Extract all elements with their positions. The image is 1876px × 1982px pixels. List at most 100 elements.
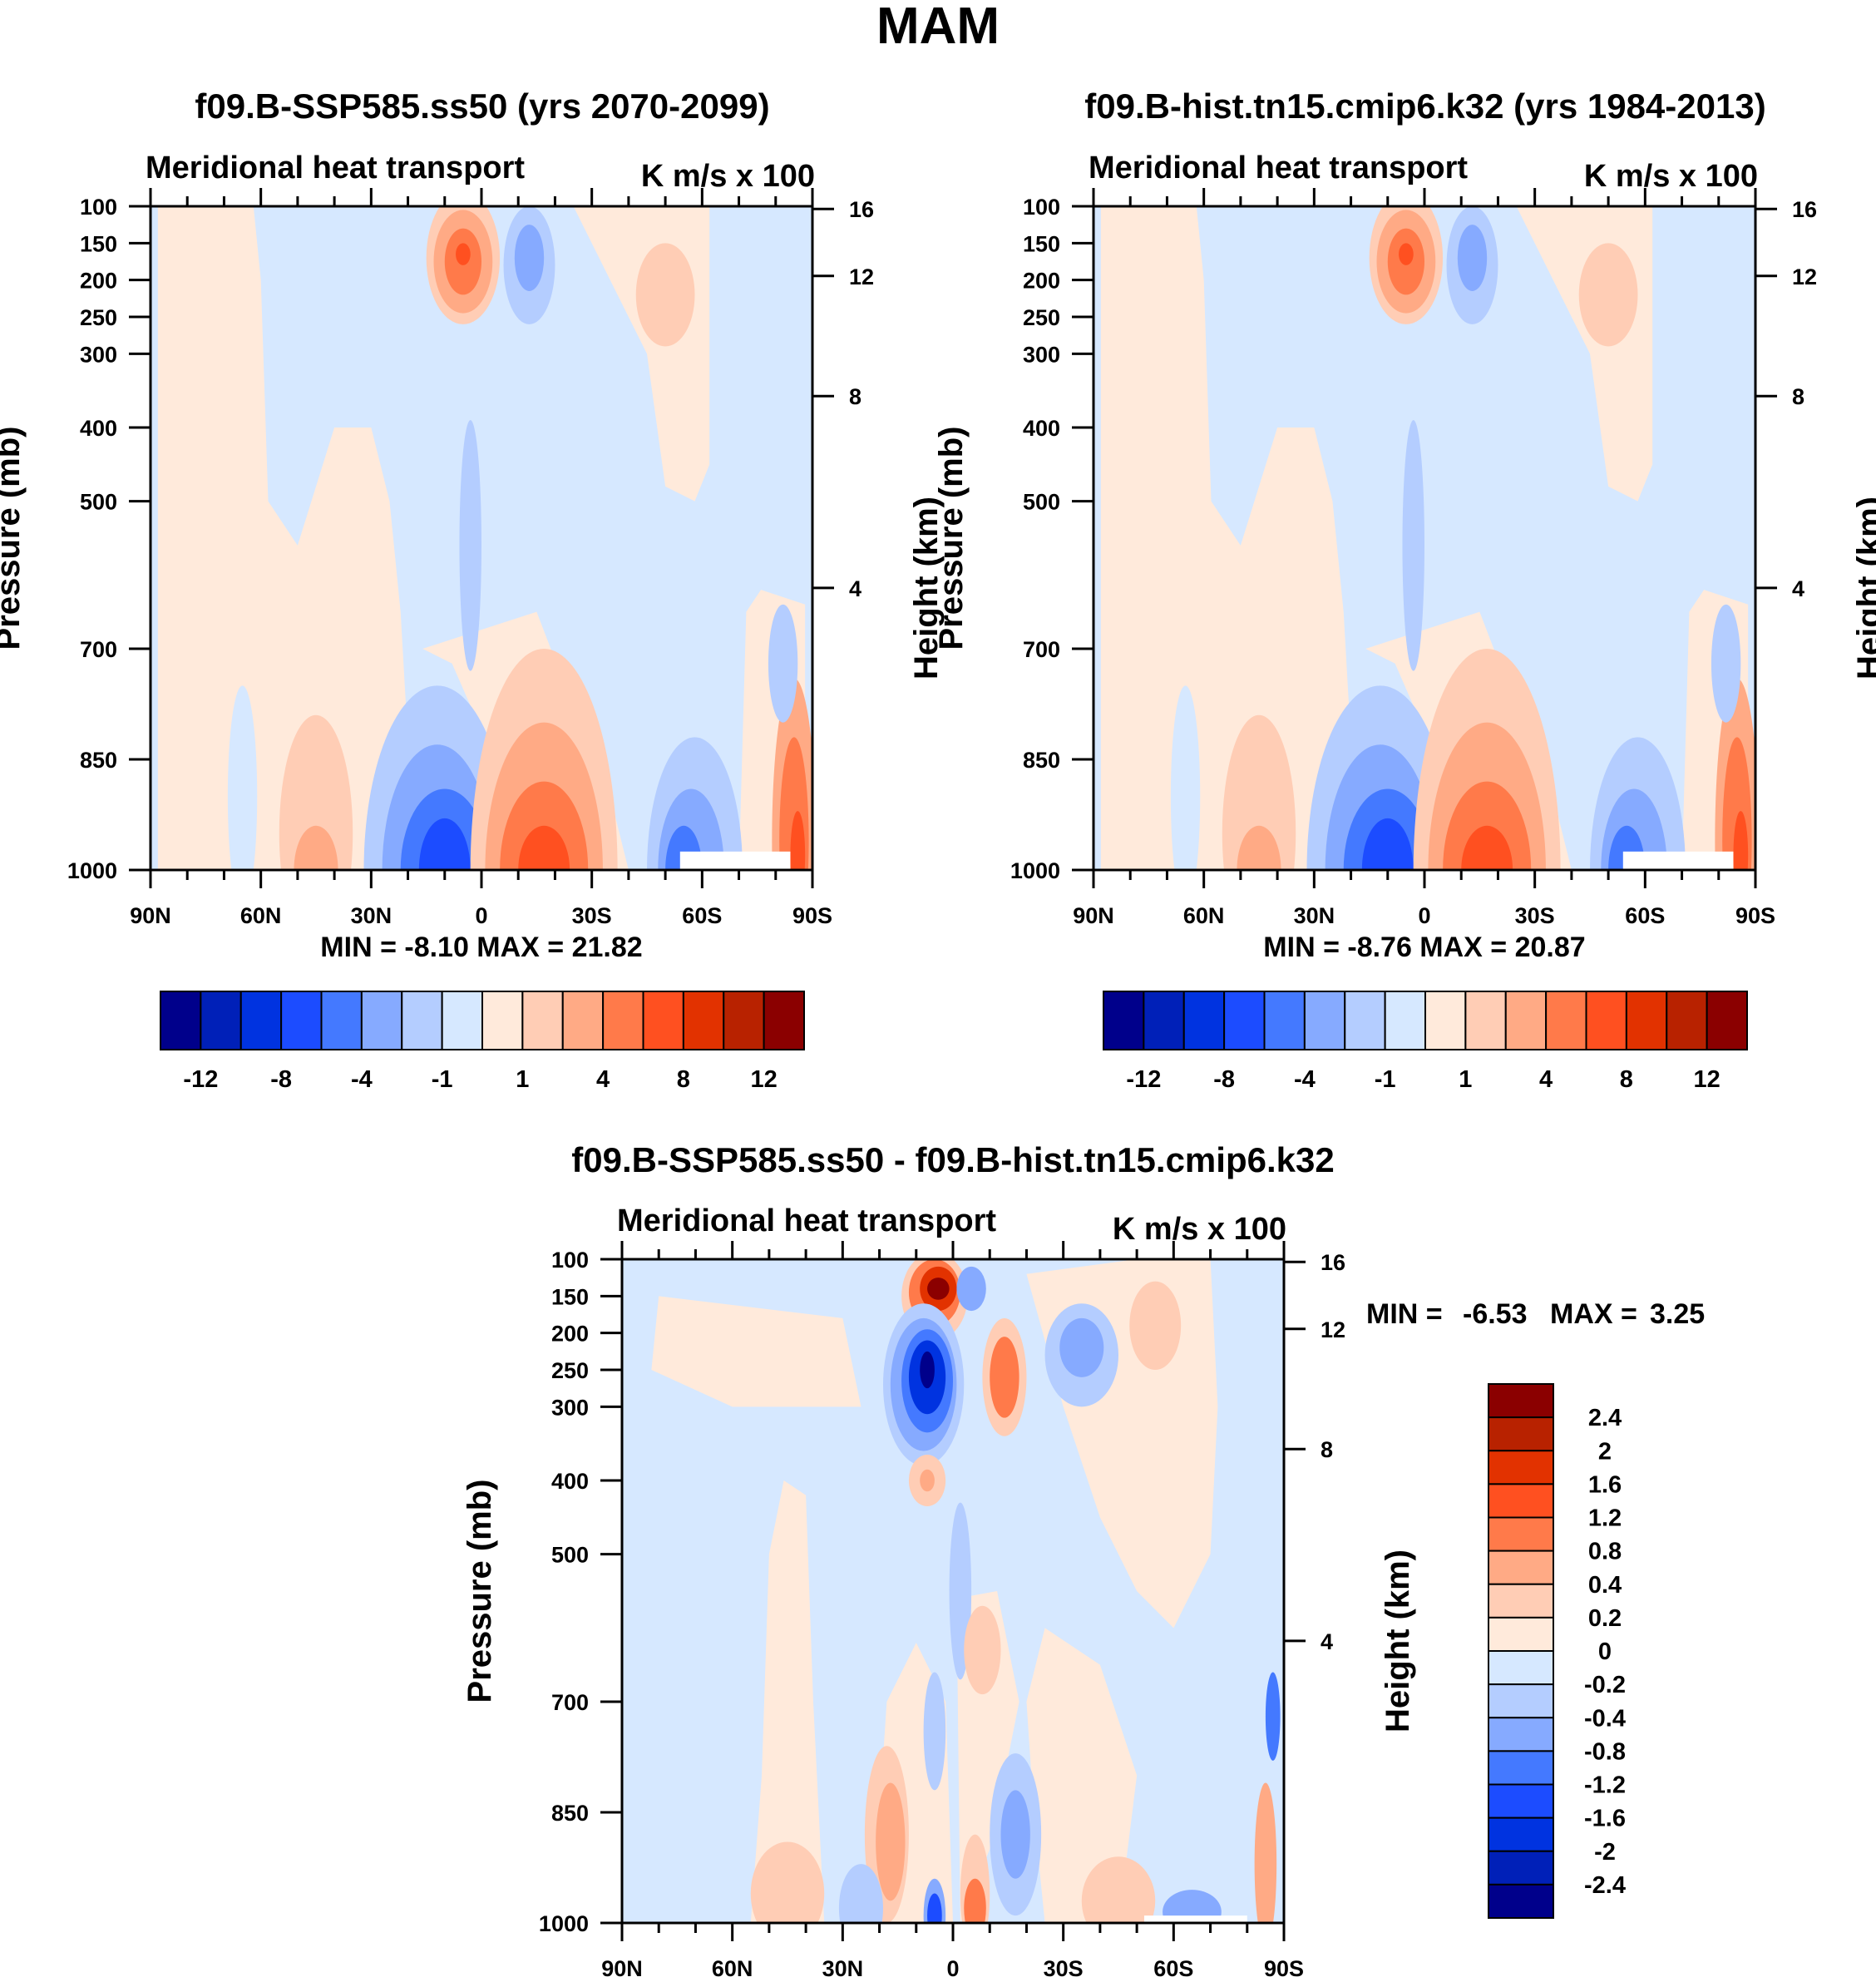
y-axis-label: Pressure (mb) bbox=[462, 1480, 498, 1703]
contour-level bbox=[750, 1841, 825, 1923]
colorbar-box bbox=[1585, 991, 1627, 1050]
contour-level bbox=[790, 811, 806, 870]
figure-title: MAM bbox=[876, 0, 1000, 55]
contour-level bbox=[927, 1893, 942, 1923]
colorbar-box bbox=[1488, 1650, 1554, 1686]
colorbar-box bbox=[1488, 1850, 1554, 1886]
colorbar-box bbox=[1464, 991, 1507, 1050]
contour-level bbox=[1733, 811, 1749, 870]
colorbar-label: -1.6 bbox=[1584, 1806, 1626, 1832]
colorbar-box bbox=[1504, 991, 1548, 1050]
x-tick-label: 60S bbox=[682, 903, 722, 928]
colorbar-box bbox=[1666, 991, 1708, 1050]
contour-field bbox=[151, 206, 812, 870]
colorbar-box bbox=[1488, 1883, 1554, 1919]
contour-level bbox=[1163, 1890, 1222, 1923]
y-right-tick-label: 12 bbox=[849, 264, 874, 289]
colorbar-box bbox=[1384, 991, 1426, 1050]
colorbar-box bbox=[1488, 1450, 1554, 1485]
contour-region bbox=[157, 206, 416, 870]
contour-level bbox=[990, 1337, 1019, 1418]
colorbar-label: 4 bbox=[1539, 1066, 1553, 1093]
contour-field bbox=[1094, 206, 1755, 870]
colorbar-label: 1 bbox=[516, 1066, 529, 1093]
y-tick-label: 700 bbox=[80, 637, 117, 662]
y-tick-label: 200 bbox=[551, 1322, 589, 1347]
contour-region bbox=[651, 1296, 861, 1407]
missing-data-region bbox=[679, 851, 791, 870]
panel-title-ssp: f09.B-SSP585.ss50 (yrs 2070-2099) bbox=[195, 86, 769, 126]
contour-level bbox=[923, 1672, 946, 1791]
contour-level bbox=[279, 714, 353, 870]
colorbar-label: 0.4 bbox=[1588, 1572, 1622, 1599]
y-right-tick-label: 16 bbox=[1792, 197, 1817, 222]
x-tick-label: 0 bbox=[475, 903, 487, 928]
colorbar-label: -2.4 bbox=[1584, 1872, 1626, 1899]
panel-diff: 100150200250300400500700850100016128490N… bbox=[462, 1204, 1705, 1981]
y-right-tick-label: 8 bbox=[1321, 1437, 1333, 1462]
colorbar-box bbox=[1488, 1416, 1554, 1452]
colorbar: -12 -8 -4 -1 1 4 8 12 bbox=[1103, 991, 1748, 1093]
contour-region bbox=[1026, 1628, 1138, 1923]
contour-level bbox=[1000, 1790, 1030, 1879]
x-tick-label: 0 bbox=[1418, 903, 1430, 928]
contour-level bbox=[1170, 685, 1201, 870]
contour-level bbox=[518, 825, 570, 870]
colorbar-label: -0.4 bbox=[1584, 1705, 1626, 1732]
colorbar-box bbox=[1488, 1483, 1554, 1519]
colorbar: -12 -8 -4 -1 1 4 8 12 bbox=[160, 991, 805, 1093]
y-right-tick-label: 16 bbox=[1321, 1250, 1345, 1275]
colorbar-label: 8 bbox=[1620, 1066, 1633, 1093]
y-right-tick-label: 12 bbox=[1792, 264, 1817, 289]
colorbar: 2.4 2 1.6 1.2 0.8 0.4 0.2 0 -0.2 -0.4 -0.8 -1.2 -1.6… bbox=[1488, 1383, 1626, 1919]
y-tick-label: 250 bbox=[1023, 305, 1060, 330]
y-tick-label: 500 bbox=[551, 1543, 589, 1568]
x-tick-label: 90S bbox=[1264, 1956, 1304, 1981]
contour-field bbox=[622, 1259, 1284, 1923]
colorbar-box bbox=[441, 991, 483, 1050]
colorbar-box bbox=[642, 991, 684, 1050]
contour-level bbox=[1059, 1317, 1104, 1377]
y-axis-label: Pressure (mb) bbox=[0, 427, 27, 650]
colorbar-box bbox=[1488, 1616, 1554, 1652]
colorbar-box bbox=[160, 991, 202, 1050]
right-string: K m/s x 100 bbox=[1584, 159, 1758, 194]
contour-level bbox=[768, 604, 798, 723]
panel-title-hist: f09.B-hist.tn15.cmip6.k32 (yrs 1984-2013… bbox=[1084, 86, 1765, 126]
colorbar-box bbox=[1488, 1550, 1554, 1585]
y-tick-label: 300 bbox=[1023, 342, 1060, 367]
colorbar-box bbox=[1706, 991, 1748, 1050]
contour-level bbox=[1457, 225, 1488, 291]
y-tick-label: 400 bbox=[1023, 416, 1060, 441]
y-tick-label: 500 bbox=[80, 490, 117, 515]
colorbar-label: -8 bbox=[270, 1066, 292, 1093]
missing-data-region bbox=[1622, 851, 1734, 870]
colorbar-label: -2 bbox=[1594, 1839, 1616, 1866]
x-tick-label: 90S bbox=[1735, 903, 1775, 928]
y-tick-label: 1000 bbox=[67, 858, 117, 883]
x-tick-label: 30S bbox=[1044, 1956, 1084, 1981]
colorbar-box bbox=[401, 991, 443, 1050]
contour-level bbox=[418, 818, 471, 870]
left-string: Meridional heat transport bbox=[1089, 151, 1468, 185]
y-right-axis-label: Height (km) bbox=[908, 497, 945, 680]
contour-level bbox=[514, 225, 545, 291]
contour-level bbox=[1254, 1782, 1277, 1923]
contour-level bbox=[459, 420, 481, 671]
contour-level bbox=[1711, 604, 1741, 723]
colorbar-label: -1 bbox=[432, 1066, 453, 1093]
panel-hist: 100 150 200 250 300 400 500 700 850 1000 16 12 8 4 90N… bbox=[933, 151, 1876, 1093]
max-value: 3.25 bbox=[1650, 1298, 1705, 1330]
y-tick-label: 100 bbox=[80, 195, 117, 220]
y-tick-label: 300 bbox=[551, 1395, 589, 1420]
colorbar-label: -4 bbox=[351, 1066, 373, 1093]
contour-level bbox=[927, 1278, 950, 1300]
colorbar-box bbox=[360, 991, 403, 1050]
y-tick-label: 150 bbox=[80, 231, 117, 256]
y-right-tick-label: 4 bbox=[849, 576, 861, 601]
y-tick-label: 1000 bbox=[539, 1911, 589, 1936]
x-tick-label: 60S bbox=[1153, 1956, 1193, 1981]
contour-level bbox=[1461, 825, 1513, 870]
colorbar-box bbox=[200, 991, 242, 1050]
y-right-axis-label: Height (km) bbox=[1851, 497, 1876, 680]
